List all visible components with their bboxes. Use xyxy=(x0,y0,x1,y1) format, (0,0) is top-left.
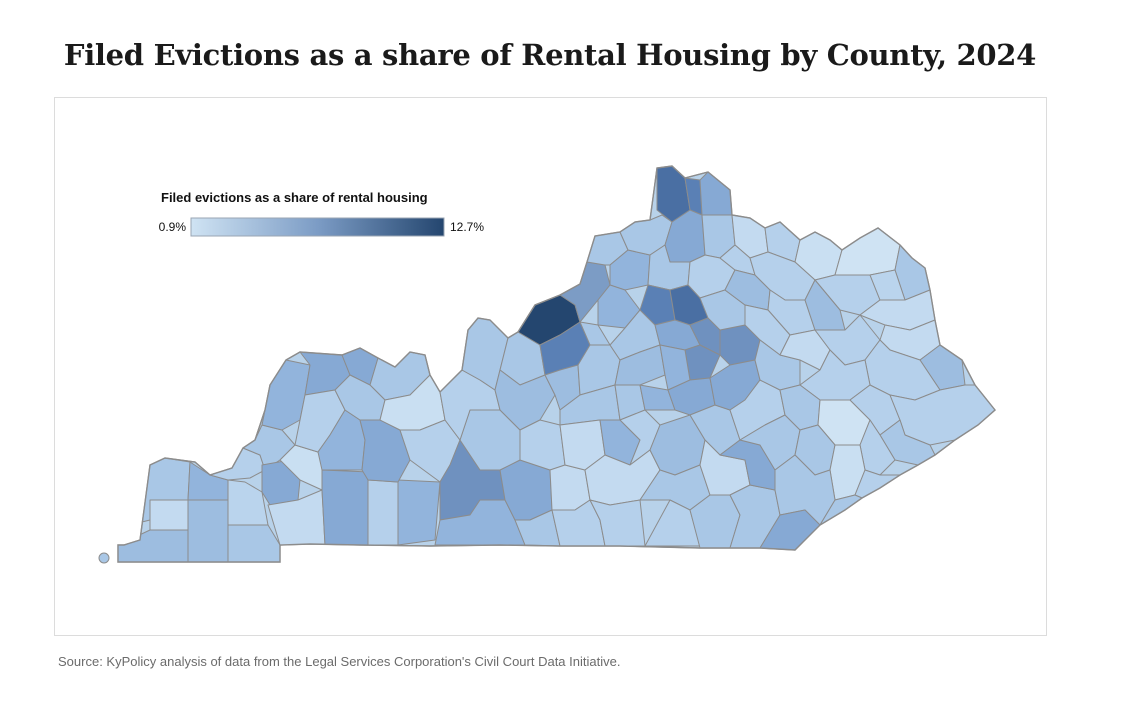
county-polygons xyxy=(118,166,995,562)
river-island xyxy=(98,552,110,564)
source-note: Source: KyPolicy analysis of data from t… xyxy=(58,654,621,669)
county xyxy=(149,499,189,531)
county xyxy=(367,479,399,546)
legend-min-label: 0.9% xyxy=(158,220,186,234)
county xyxy=(187,461,229,501)
county xyxy=(834,227,901,276)
county xyxy=(187,499,229,562)
county xyxy=(227,479,269,526)
chart-title: Filed Evictions as a share of Rental Hou… xyxy=(63,38,1037,72)
legend-max-label: 12.7% xyxy=(450,220,485,234)
county xyxy=(804,279,846,331)
county xyxy=(397,479,441,546)
county xyxy=(879,419,936,466)
legend-title: Filed evictions as a share of rental hou… xyxy=(161,190,428,205)
county xyxy=(118,529,189,562)
legend-gradient xyxy=(190,217,445,237)
county xyxy=(321,469,371,546)
county xyxy=(549,464,591,511)
county xyxy=(519,419,566,471)
